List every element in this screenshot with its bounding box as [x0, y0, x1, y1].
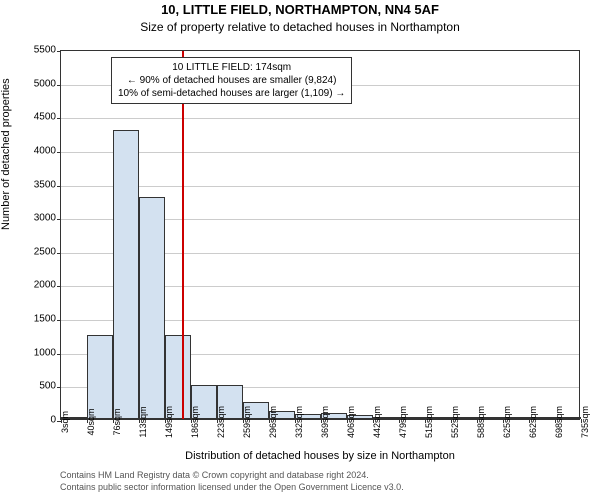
ytick-mark [57, 51, 61, 52]
xtick-label: 588sqm [476, 406, 486, 438]
ytick-label: 1000 [16, 347, 56, 358]
ytick-label: 3000 [16, 213, 56, 224]
xtick-label: 149sqm [164, 406, 174, 438]
xtick-label: 186sqm [190, 406, 200, 438]
annotation-line-1: 10 LITTLE FIELD: 174sqm [118, 61, 345, 74]
chart-container: 10 LITTLE FIELD: 174sqm ← 90% of detache… [60, 50, 580, 420]
xtick-label: 332sqm [294, 406, 304, 438]
histogram-bar [113, 130, 139, 419]
ytick-label: 5500 [16, 45, 56, 56]
ytick-label: 1500 [16, 314, 56, 325]
ytick-mark [57, 286, 61, 287]
xtick-label: 259sqm [242, 406, 252, 438]
annotation-box: 10 LITTLE FIELD: 174sqm ← 90% of detache… [111, 57, 352, 104]
annotation-line-2: ← 90% of detached houses are smaller (9,… [118, 74, 345, 87]
footer-attribution-2: Contains public sector information licen… [60, 482, 404, 492]
xtick-label: 442sqm [372, 406, 382, 438]
reference-line [182, 51, 184, 419]
xtick-label: 735sqm [580, 406, 590, 438]
ytick-mark [57, 186, 61, 187]
xtick-label: 479sqm [398, 406, 408, 438]
ytick-mark [57, 118, 61, 119]
ytick-mark [57, 219, 61, 220]
ytick-mark [57, 85, 61, 86]
xtick-label: 369sqm [320, 406, 330, 438]
gridline [61, 118, 579, 119]
xtick-label: 113sqm [138, 406, 148, 437]
xtick-label: 662sqm [528, 406, 538, 438]
chart-title: 10, LITTLE FIELD, NORTHAMPTON, NN4 5AF [0, 2, 600, 17]
ytick-label: 4500 [16, 112, 56, 123]
ytick-label: 4000 [16, 145, 56, 156]
footer-attribution-1: Contains HM Land Registry data © Crown c… [60, 470, 369, 480]
x-axis-label: Distribution of detached houses by size … [60, 450, 580, 462]
ytick-label: 2500 [16, 246, 56, 257]
histogram-bar [87, 335, 113, 419]
ytick-mark [57, 320, 61, 321]
ytick-label: 5000 [16, 78, 56, 89]
annotation-line-3: 10% of semi-detached houses are larger (… [118, 87, 345, 100]
ytick-mark [57, 152, 61, 153]
ytick-mark [57, 354, 61, 355]
ytick-label: 2000 [16, 280, 56, 291]
xtick-label: 223sqm [216, 406, 226, 438]
xtick-label: 625sqm [502, 406, 512, 438]
ytick-label: 3500 [16, 179, 56, 190]
ytick-mark [57, 387, 61, 388]
xtick-label: 406sqm [346, 406, 356, 438]
ytick-label: 0 [16, 415, 56, 426]
chart-subtitle: Size of property relative to detached ho… [0, 20, 600, 34]
xtick-label: 40sqm [86, 408, 96, 435]
xtick-label: 698sqm [554, 406, 564, 438]
ytick-label: 500 [16, 381, 56, 392]
plot-area: 10 LITTLE FIELD: 174sqm ← 90% of detache… [60, 50, 580, 420]
y-axis-label: Number of detached properties [0, 78, 12, 230]
xtick-label: 3sqm [60, 411, 70, 433]
xtick-label: 552sqm [450, 406, 460, 438]
xtick-label: 76sqm [112, 408, 122, 435]
xtick-label: 515sqm [424, 406, 434, 438]
histogram-bar [139, 197, 165, 419]
ytick-mark [57, 253, 61, 254]
xtick-label: 296sqm [268, 406, 278, 438]
